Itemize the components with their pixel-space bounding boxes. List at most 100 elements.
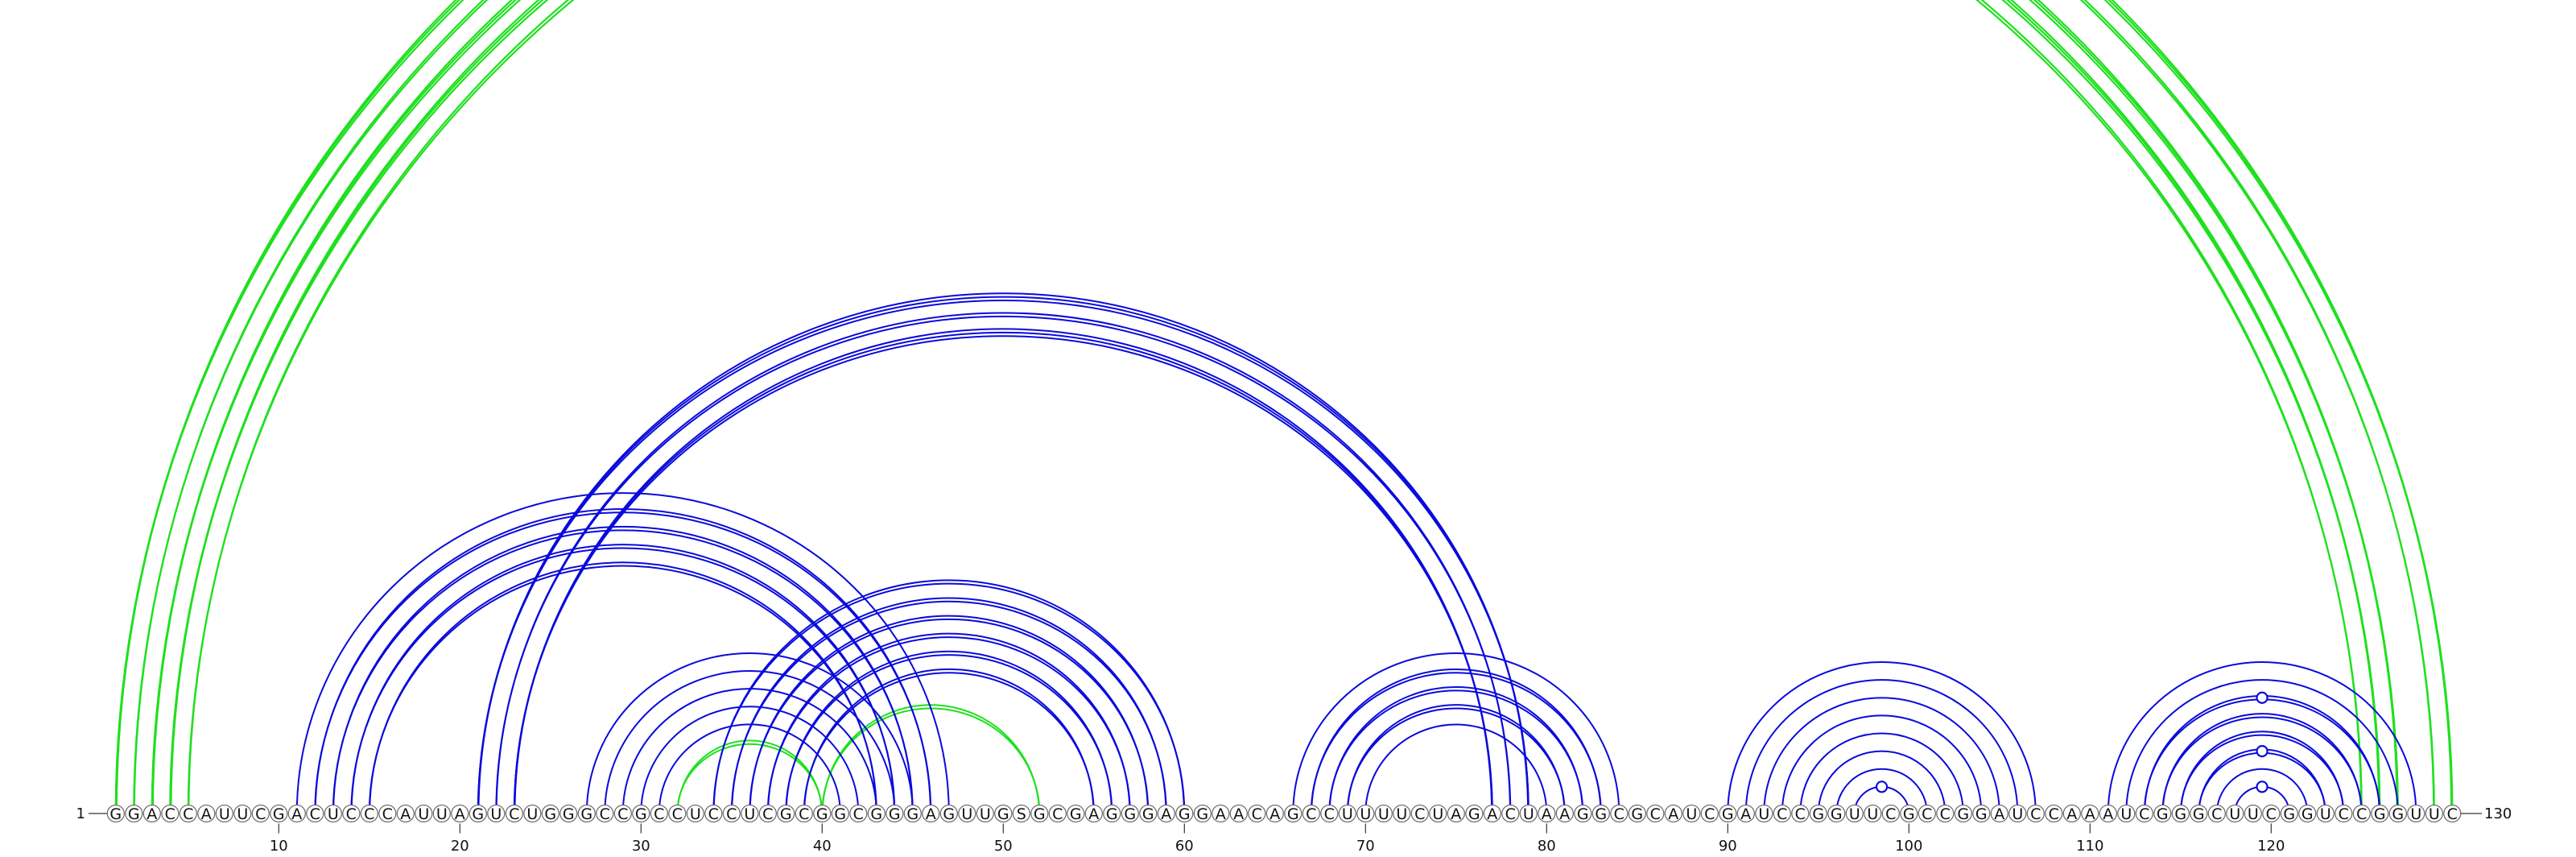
- nucleotide-circle: [360, 804, 378, 823]
- nucleotide-circle: [668, 804, 687, 823]
- nucleotide-letter: C: [1940, 805, 1951, 823]
- nucleotide-circle: [722, 804, 741, 823]
- nucleotide-86: C: [1646, 804, 1665, 823]
- nucleotide-letter: A: [1088, 805, 1099, 823]
- nucleotide-26: G: [559, 804, 578, 823]
- nucleotide-circle: [2262, 804, 2281, 823]
- nucleotide-letter: A: [2085, 805, 2095, 823]
- nucleotide-letter: C: [617, 805, 628, 823]
- blue-arc-12-46: [314, 511, 932, 814]
- nucleotide-circle: [1827, 804, 1846, 823]
- nucleotide-letter: C: [382, 805, 393, 823]
- nucleotide-23: C: [505, 804, 523, 823]
- nucleotide-128: U: [2407, 804, 2425, 823]
- nucleotide-letter: A: [1740, 805, 1751, 823]
- nucleotide-50: G: [994, 804, 1013, 823]
- blue-arc-13-45: [332, 525, 914, 814]
- nucleotide-5: C: [179, 804, 197, 823]
- nucleotide-circle: [1012, 804, 1030, 823]
- green-arc-1-130: [114, 0, 2454, 815]
- nucleotide-125: C: [2352, 804, 2371, 823]
- nucleotide-18: U: [415, 804, 433, 823]
- nucleotide-circle: [2062, 804, 2081, 823]
- nucleotide-124: C: [2334, 804, 2353, 823]
- nucleotide-letter: G: [2174, 805, 2186, 823]
- nucleotide-118: U: [2226, 804, 2244, 823]
- blue-arc-67-83: [1311, 668, 1602, 814]
- nucleotide-letter: C: [2339, 805, 2349, 823]
- nucleotide-circle: [2190, 804, 2208, 823]
- nucleotide-109: A: [2062, 804, 2081, 823]
- nucleotide-circle: [1791, 804, 1810, 823]
- nucleotide-letter: C: [726, 805, 737, 823]
- nucleotide-letter: C: [1306, 805, 1316, 823]
- nucleotide-87: A: [1664, 804, 1682, 823]
- nucleotide-62: A: [1212, 804, 1230, 823]
- nucleotide-letter: G: [1722, 805, 1734, 823]
- nucleotide-letter: C: [364, 805, 374, 823]
- nucleotide-circle: [2026, 804, 2045, 823]
- nucleotide-4: C: [161, 804, 180, 823]
- nucleotide-letter: G: [1631, 805, 1643, 823]
- nucleotide-114: G: [2153, 804, 2172, 823]
- blue-arc-21-79: [477, 292, 1530, 814]
- nucleotide-letter: U: [219, 805, 230, 823]
- nucleotide-circle: [1175, 804, 1194, 823]
- nucleotide-circle: [596, 804, 614, 823]
- nucleotide-letter: G: [1106, 805, 1118, 823]
- nucleotide-63: A: [1229, 804, 1248, 823]
- nucleotide-letter: G: [997, 805, 1009, 823]
- nucleotide-14: C: [342, 804, 361, 823]
- nucleotide-letter: G: [544, 805, 556, 823]
- tick-label-30: 30: [632, 838, 650, 855]
- nucleotide-21: G: [469, 804, 487, 823]
- green-arc-5-125: [187, 0, 2363, 815]
- nucleotide-circle: [1845, 804, 1864, 823]
- nucleotide-circle: [1936, 804, 1955, 823]
- nucleotide-20: A: [451, 804, 469, 823]
- blue-arc-69-81: [1347, 704, 1566, 814]
- nucleotide-104: G: [1972, 804, 1991, 823]
- nucleotide-letter: C: [708, 805, 719, 823]
- nucleotide-circle: [1736, 804, 1755, 823]
- nucleotide-letter: G: [1975, 805, 1988, 823]
- nucleotide-38: G: [777, 804, 795, 823]
- nucleotide-95: G: [1809, 804, 1827, 823]
- nucleotide-letter: U: [328, 805, 339, 823]
- nucleotide-letter: C: [1885, 805, 1896, 823]
- nucleotide-circle: [1501, 804, 1520, 823]
- nucleotide-3: A: [142, 804, 161, 823]
- nucleotide-42: C: [849, 804, 868, 823]
- blue-arc-27-45: [585, 652, 914, 814]
- nucleotide-circle: [2443, 804, 2462, 823]
- nucleotide-letter: A: [1216, 805, 1226, 823]
- nucleotide-10: G: [270, 804, 288, 823]
- nucleotide-circle: [958, 804, 976, 823]
- nucleotide-circle: [650, 804, 668, 823]
- green-arc-3-127: [151, 0, 2399, 815]
- start-label: 1: [76, 805, 85, 822]
- blue-arc-39-55: [803, 668, 1095, 814]
- nucleotide-letter: C: [853, 805, 864, 823]
- nucleotide-letter: G: [834, 805, 846, 823]
- nucleotide-letter: A: [1161, 805, 1171, 823]
- green-arc-4-126: [169, 0, 2381, 815]
- nucleotide-letter: U: [436, 805, 448, 823]
- nucleotide-circle: [2171, 804, 2190, 823]
- nucleotide-1: G: [106, 804, 125, 823]
- nucleotide-letter: C: [165, 805, 175, 823]
- nucleotide-circle: [1338, 804, 1356, 823]
- blue-arc-95-102: [1817, 750, 1946, 814]
- nucleotide-34: C: [704, 804, 723, 823]
- nucleotide-letter: G: [1179, 805, 1191, 823]
- nucleotide-circle: [903, 804, 922, 823]
- blue-arc-117-122: [2215, 768, 2309, 814]
- nucleotide-circle: [777, 804, 795, 823]
- nucleotide-letter: G: [1070, 805, 1082, 823]
- nucleotide-circle: [2280, 804, 2298, 823]
- green-arc-3-127: [151, 0, 2399, 815]
- nucleotide-113: C: [2135, 804, 2153, 823]
- nucleotide-letter: U: [418, 805, 429, 823]
- nucleotide-49: U: [976, 804, 994, 823]
